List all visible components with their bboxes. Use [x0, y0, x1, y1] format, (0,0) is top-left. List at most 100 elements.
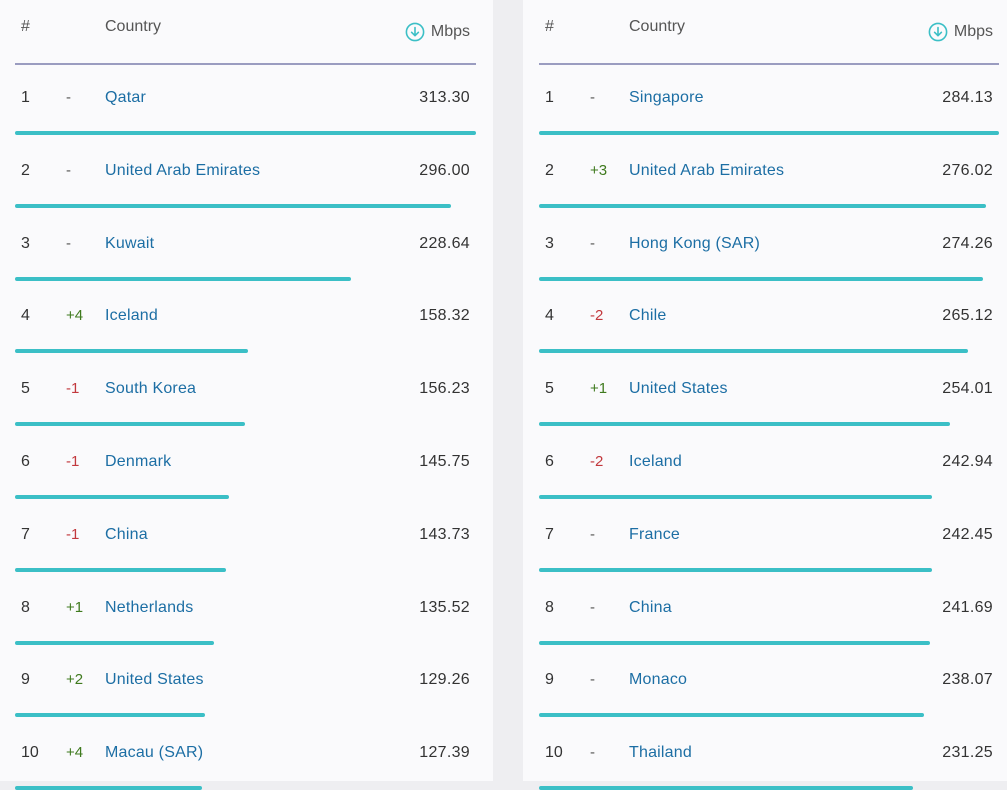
rank-cell: 5 — [545, 380, 554, 398]
rank-change-cell: -2 — [590, 307, 604, 325]
download-arrow-circle-icon — [928, 22, 948, 42]
download-arrow-circle-icon — [405, 22, 425, 42]
speed-value-cell: 129.26 — [419, 671, 470, 689]
rank-column-header: # — [21, 18, 30, 35]
speed-value-cell: 135.52 — [419, 598, 470, 616]
table-row: 6 -2 Iceland 242.94 — [539, 427, 999, 499]
rank-change-cell: +1 — [66, 598, 84, 616]
speed-ranking-table-left: # Country Mbps 1 - Qatar 313.30 2 - United Ara… — [0, 0, 493, 790]
speed-ranking-table-right: # Country Mbps 1 - Singapore 284.13 2 +3 Unite… — [523, 0, 1007, 790]
speed-value-cell: 254.01 — [942, 380, 993, 398]
rank-change-cell: - — [590, 89, 595, 106]
speed-value-cell: 158.32 — [419, 307, 470, 325]
speed-value-cell: 228.64 — [419, 234, 470, 252]
speed-bar — [15, 495, 230, 499]
rank-change-cell: +2 — [66, 671, 84, 689]
rank-change-cell: - — [66, 161, 71, 179]
table-row: 3 - Kuwait 228.64 — [15, 209, 476, 281]
speed-value-cell: 242.45 — [942, 525, 993, 543]
rank-change-cell: +4 — [66, 744, 84, 762]
country-link[interactable]: Iceland — [629, 453, 682, 470]
country-link[interactable]: Denmark — [105, 453, 172, 470]
rank-change-cell: +1 — [590, 380, 608, 398]
speed-column-header[interactable]: Mbps — [405, 22, 470, 42]
rank-cell: 9 — [545, 671, 554, 689]
country-link[interactable]: Macau (SAR) — [105, 744, 204, 762]
rank-cell: 4 — [545, 307, 554, 325]
table-header: # Country Mbps — [539, 0, 999, 65]
speed-bar — [15, 131, 476, 135]
speed-bar — [539, 640, 931, 645]
table-row: 2 - United Arab Emirates 296.00 — [15, 136, 476, 208]
speed-column-header[interactable]: Mbps — [928, 22, 993, 42]
table-row: 6 -1 Denmark 145.75 — [15, 427, 476, 499]
rank-cell: 6 — [21, 453, 30, 470]
speed-value-cell: 238.07 — [942, 671, 993, 689]
country-link[interactable]: France — [629, 525, 680, 543]
speed-value-cell: 231.25 — [942, 744, 993, 762]
speed-bar — [539, 422, 951, 427]
table-row: 9 +2 United States 129.26 — [15, 645, 476, 718]
country-link[interactable]: Kuwait — [105, 234, 155, 252]
rank-change-cell: -2 — [590, 453, 604, 470]
speed-value-cell: 241.69 — [942, 598, 993, 616]
rank-change-cell: - — [66, 234, 71, 252]
speed-bar — [539, 567, 932, 572]
rank-cell: 9 — [21, 671, 30, 689]
country-link[interactable]: Iceland — [105, 307, 158, 325]
table-row: 10 - Thailand 231.25 — [539, 718, 999, 790]
country-link[interactable]: China — [105, 525, 148, 543]
country-link[interactable]: Hong Kong (SAR) — [629, 234, 761, 252]
rank-cell: 1 — [545, 89, 554, 106]
country-link[interactable]: Qatar — [105, 89, 147, 106]
country-column-header: Country — [105, 18, 162, 35]
rank-change-cell: -1 — [66, 453, 80, 470]
country-link[interactable]: United States — [629, 380, 728, 398]
country-link[interactable]: South Korea — [105, 380, 197, 398]
rank-cell: 5 — [21, 380, 30, 398]
table-row: 7 -1 China 143.73 — [15, 500, 476, 572]
table-row: 4 -2 Chile 265.12 — [539, 281, 999, 354]
speed-bar — [15, 203, 451, 208]
country-link[interactable]: Monaco — [629, 671, 688, 689]
speed-bar — [15, 349, 248, 354]
country-link[interactable]: China — [629, 598, 672, 616]
speed-unit-label: Mbps — [953, 23, 993, 40]
table-row: 9 - Monaco 238.07 — [539, 645, 999, 718]
speed-bar — [539, 131, 999, 135]
speed-value-cell: 274.26 — [942, 234, 993, 252]
table-row: 4 +4 Iceland 158.32 — [15, 281, 476, 354]
country-link[interactable]: Thailand — [629, 744, 692, 762]
table-row: 2 +3 United Arab Emirates 276.02 — [539, 136, 999, 208]
table-row: 1 - Singapore 284.13 — [539, 63, 999, 135]
speed-value-cell: 145.75 — [419, 453, 470, 470]
speed-value-cell: 265.12 — [942, 307, 993, 325]
country-column-header: Country — [629, 18, 686, 35]
country-link[interactable]: Singapore — [629, 89, 704, 106]
table-row: 8 +1 Netherlands 135.52 — [15, 573, 476, 645]
rank-change-cell: -1 — [66, 525, 80, 543]
country-link[interactable]: Chile — [629, 307, 667, 325]
table-row: 5 -1 South Korea 156.23 — [15, 354, 476, 427]
country-link[interactable]: United Arab Emirates — [629, 161, 785, 179]
speed-bar — [15, 567, 227, 572]
rank-cell: 2 — [545, 161, 554, 179]
speed-bar — [539, 786, 914, 790]
table-row: 7 - France 242.45 — [539, 500, 999, 572]
country-link[interactable]: United States — [105, 671, 204, 689]
speed-unit-label: Mbps — [430, 23, 470, 40]
country-link[interactable]: Netherlands — [105, 598, 194, 616]
speed-value-cell: 296.00 — [419, 161, 470, 179]
rank-cell: 7 — [545, 525, 554, 543]
speed-bar — [15, 422, 245, 427]
speed-bar — [539, 203, 986, 208]
rank-cell: 2 — [21, 161, 30, 179]
country-link[interactable]: United Arab Emirates — [105, 161, 261, 179]
rank-column-header: # — [545, 18, 554, 35]
speed-value-cell: 284.13 — [942, 89, 993, 106]
rank-cell: 1 — [21, 89, 30, 106]
table-header: # Country Mbps — [15, 0, 476, 65]
speed-value-cell: 127.39 — [419, 744, 470, 762]
rank-change-cell: - — [590, 525, 595, 543]
table-row: 8 - China 241.69 — [539, 573, 999, 645]
